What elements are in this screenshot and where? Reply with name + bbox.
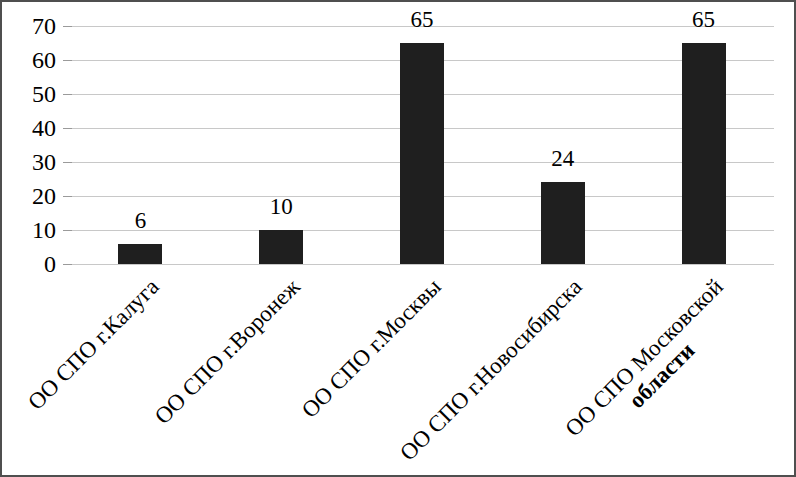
bar-value-label: 10: [231, 194, 331, 220]
bar-value-label: 65: [372, 7, 472, 33]
x-category-label: ОО СПО Московскойобласти: [476, 274, 745, 477]
bar: [541, 182, 585, 264]
bar: [682, 43, 726, 264]
y-tick-label: 10: [6, 218, 56, 242]
x-category-label-text: ОО СПО г.Калуга: [23, 274, 164, 415]
y-tick-label: 40: [6, 116, 56, 140]
bar-value-label: 24: [513, 146, 613, 172]
y-tick-label: 60: [6, 48, 56, 72]
y-axis-tick: [63, 264, 72, 265]
chart-frame: 0 10 20 30 40 50 60 70 6 ОО СПО г.Калуга 10 ОО СПО …: [0, 0, 796, 477]
x-category-label-text: ОО СПО г.Воронеж: [150, 274, 305, 429]
y-axis-tick: [63, 196, 72, 197]
y-tick-label: 50: [6, 82, 56, 106]
bar: [118, 244, 162, 264]
y-tick-label: 20: [6, 184, 56, 208]
bar-value-label: 6: [90, 208, 190, 234]
y-axis-tick: [63, 26, 72, 27]
y-tick-label: 30: [6, 150, 56, 174]
bar: [400, 43, 444, 264]
y-axis-tick: [63, 230, 72, 231]
bar: [259, 230, 303, 264]
y-tick-label: 0: [6, 252, 56, 276]
y-axis-tick: [63, 162, 72, 163]
bar-value-label: 65: [654, 7, 754, 33]
bar-chart-plot-area: 0 10 20 30 40 50 60 70 6 ОО СПО г.Калуга 10 ОО СПО …: [2, 2, 794, 475]
x-category-label-text: ОО СПО г.Москвы: [297, 274, 446, 423]
y-axis-tick: [63, 60, 72, 61]
y-axis-tick: [63, 94, 72, 95]
y-tick-label: 70: [6, 14, 56, 38]
y-axis-tick: [63, 128, 72, 129]
x-category-label-text: ОО СПО Московскойобласти: [560, 274, 745, 459]
